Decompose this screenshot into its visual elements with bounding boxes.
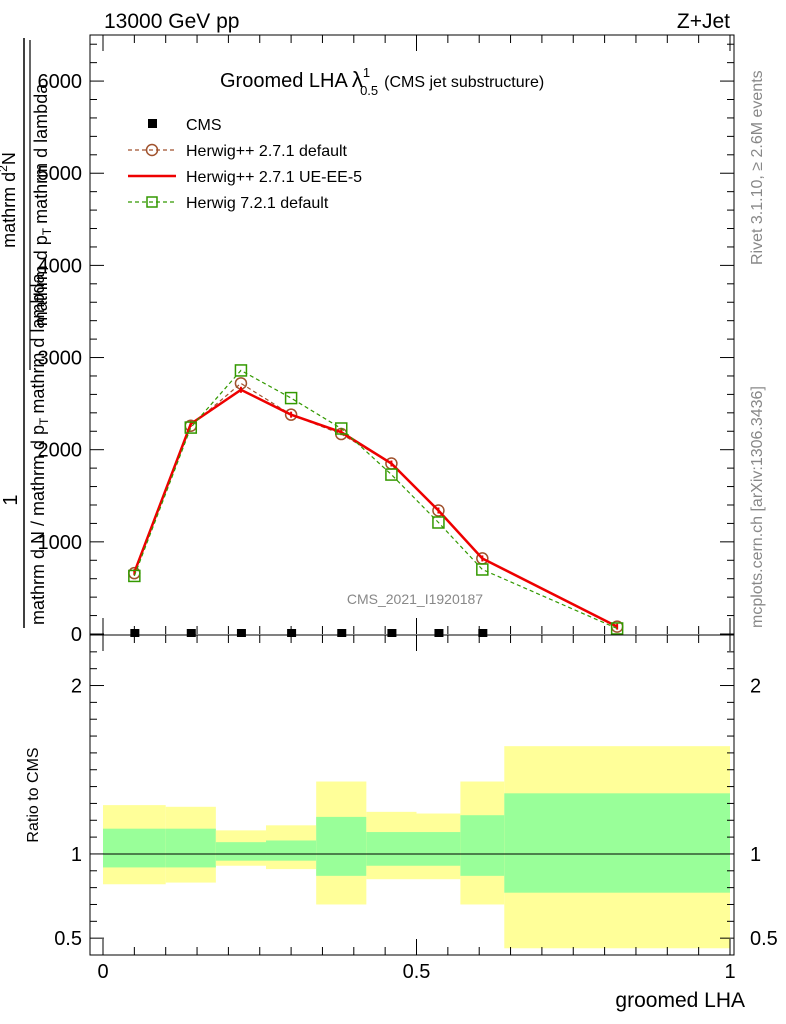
legend-label-herwig721: Herwig 7.2.1 default	[186, 195, 329, 212]
legend-item-herwig271ue: Herwig++ 2.7.1 UE-EE-5	[128, 169, 362, 186]
process-label: Z+Jet	[677, 10, 730, 33]
y-label-den1: mathrm d N / mathrm d pTmathrm d lambda	[28, 273, 51, 625]
plot-title-note: (CMS jet substructure)	[384, 74, 544, 91]
y-label-den1-den2: mathrm d lambda	[28, 273, 48, 414]
y-label-den1-sub: T	[37, 417, 51, 425]
herwig721-point	[335, 422, 348, 435]
plot-title: Groomed LHA λ1 0.5 (CMS jet substructure)	[220, 65, 544, 98]
x-axis-label: groomed LHA	[615, 989, 745, 1012]
herwig721-point	[610, 622, 624, 635]
main-y-tick-label: 0	[71, 624, 82, 646]
plot-title-text: Groomed LHA	[220, 70, 348, 92]
ratio-plot-frame	[89, 634, 735, 956]
ratio-y-tick-label-right: 2	[750, 676, 761, 698]
herwig721-point	[432, 516, 445, 529]
herwig271-point	[284, 408, 298, 421]
energy-label: 13000 GeV pp	[104, 10, 239, 33]
main-y-tick-label: 5000	[38, 163, 83, 185]
ratio-y-tick-label-right: 1	[750, 844, 761, 866]
main-y-tick-label: 3000	[38, 348, 83, 370]
legend-item-herwig721: Herwig 7.2.1 default	[128, 195, 329, 212]
cms-data-point	[236, 629, 246, 637]
herwig271-point	[432, 504, 445, 517]
ratio-inner-band	[504, 793, 730, 893]
legend-marker-cms	[148, 119, 157, 128]
legend: CMS Herwig++ 2.7.1 default Herwig++ 2.7.…	[128, 117, 362, 212]
mcplots-label: mcplots.cern.ch [arXiv:1306.3436]	[749, 386, 766, 628]
plot-title-lambda: λ	[352, 67, 363, 92]
herwig721-point	[385, 468, 398, 481]
cms-data-point	[186, 629, 196, 637]
y-label-den1-text: mathrm d N / mathrm d p	[28, 425, 48, 625]
legend-label-herwig271: Herwig++ 2.7.1 default	[186, 143, 348, 160]
plot-title-sup: 1	[363, 65, 370, 80]
legend-marker-herwig721	[146, 196, 158, 208]
legend-item-cms: CMS	[148, 117, 222, 134]
legend-label-cms: CMS	[186, 117, 222, 134]
legend-marker-herwig271	[145, 143, 159, 157]
ratio-x-tick-label: 1	[724, 961, 735, 983]
legend-label-herwig271ue: Herwig++ 2.7.1 UE-EE-5	[186, 169, 362, 186]
analysis-watermark: CMS_2021_I1920187	[347, 591, 483, 607]
y-label-frac-num-N: N	[0, 152, 19, 165]
y-label-frac-num-text: mathrm d	[0, 172, 19, 248]
cms-data-point	[387, 629, 397, 637]
y-label-frac-den-text: mathrm d p	[31, 235, 51, 326]
main-series	[128, 364, 624, 637]
ratio-y-tick-label-right: 0.5	[750, 928, 778, 950]
ratio-x-tick-label: 0.5	[403, 961, 431, 983]
ratio-x-ticks: 0 0.5 1	[97, 635, 736, 983]
main-x-ticks	[102, 35, 731, 634]
y-label-frac-den-sub: T	[40, 227, 54, 235]
ratio-y-ticks: 0.5 0.5 1 1 2 2	[54, 651, 778, 950]
ratio-inner-band	[103, 828, 166, 868]
y-label-frac-den: mathrm d pTmathrm d lambda	[31, 83, 54, 326]
ratio-y-tick-label: 0.5	[54, 928, 82, 950]
ratio-inner-band	[215, 842, 267, 861]
ratio-inner-band	[165, 828, 216, 868]
rivet-label: Rivet 3.1.10, ≥ 2.6M events	[749, 70, 766, 265]
herwig721-point	[234, 364, 248, 377]
series-line-h721	[133, 369, 618, 630]
plot-title-sub: 0.5	[360, 83, 378, 98]
main-y-axis-label: 1 mathrm d N / mathrm d pTmathrm d lambd…	[0, 38, 54, 628]
ratio-y-axis-label: Ratio to CMS	[25, 747, 42, 842]
ratio-inner-band	[416, 832, 461, 866]
ratio-y-tick-label: 2	[71, 676, 82, 698]
y-label-frac-den-den2: mathrm d lambda	[31, 83, 51, 224]
ratio-inner-band	[460, 815, 505, 876]
herwig721-point	[284, 391, 298, 405]
main-y-tick-label: 4000	[38, 255, 83, 277]
ratio-y-tick-label: 1	[71, 844, 82, 866]
cms-data-point	[287, 629, 297, 637]
herwig721-point	[128, 569, 141, 583]
ratio-x-tick-label: 0	[97, 961, 108, 983]
ratio-inner-band	[316, 816, 367, 876]
cms-data-point	[337, 629, 347, 637]
legend-item-herwig271: Herwig++ 2.7.1 default	[128, 143, 348, 160]
main-y-ticks: 0 1000 2000 3000 4000 5000 6000	[38, 43, 734, 646]
ratio-inner-band	[366, 832, 417, 866]
y-label-frac-num: mathrm d2N	[0, 152, 19, 248]
y-label-frac-num-sup: 2	[0, 165, 10, 172]
y-label-num: 1	[0, 494, 22, 505]
cms-data-point	[478, 629, 488, 637]
ratio-inner-band	[266, 840, 317, 861]
main-y-tick-label: 2000	[38, 440, 83, 462]
herwig721-point	[184, 421, 198, 434]
main-y-tick-label: 1000	[38, 532, 83, 554]
herwig721-point	[476, 563, 489, 576]
cms-data-point	[434, 629, 444, 637]
main-y-tick-label: 6000	[38, 71, 83, 93]
cms-data-point	[130, 629, 140, 637]
ratio-plot: 0.5 0.51 12 2 0 0.5 1 Ratio to CMS groomed LH…	[25, 634, 778, 1012]
ratio-bands	[103, 746, 730, 949]
